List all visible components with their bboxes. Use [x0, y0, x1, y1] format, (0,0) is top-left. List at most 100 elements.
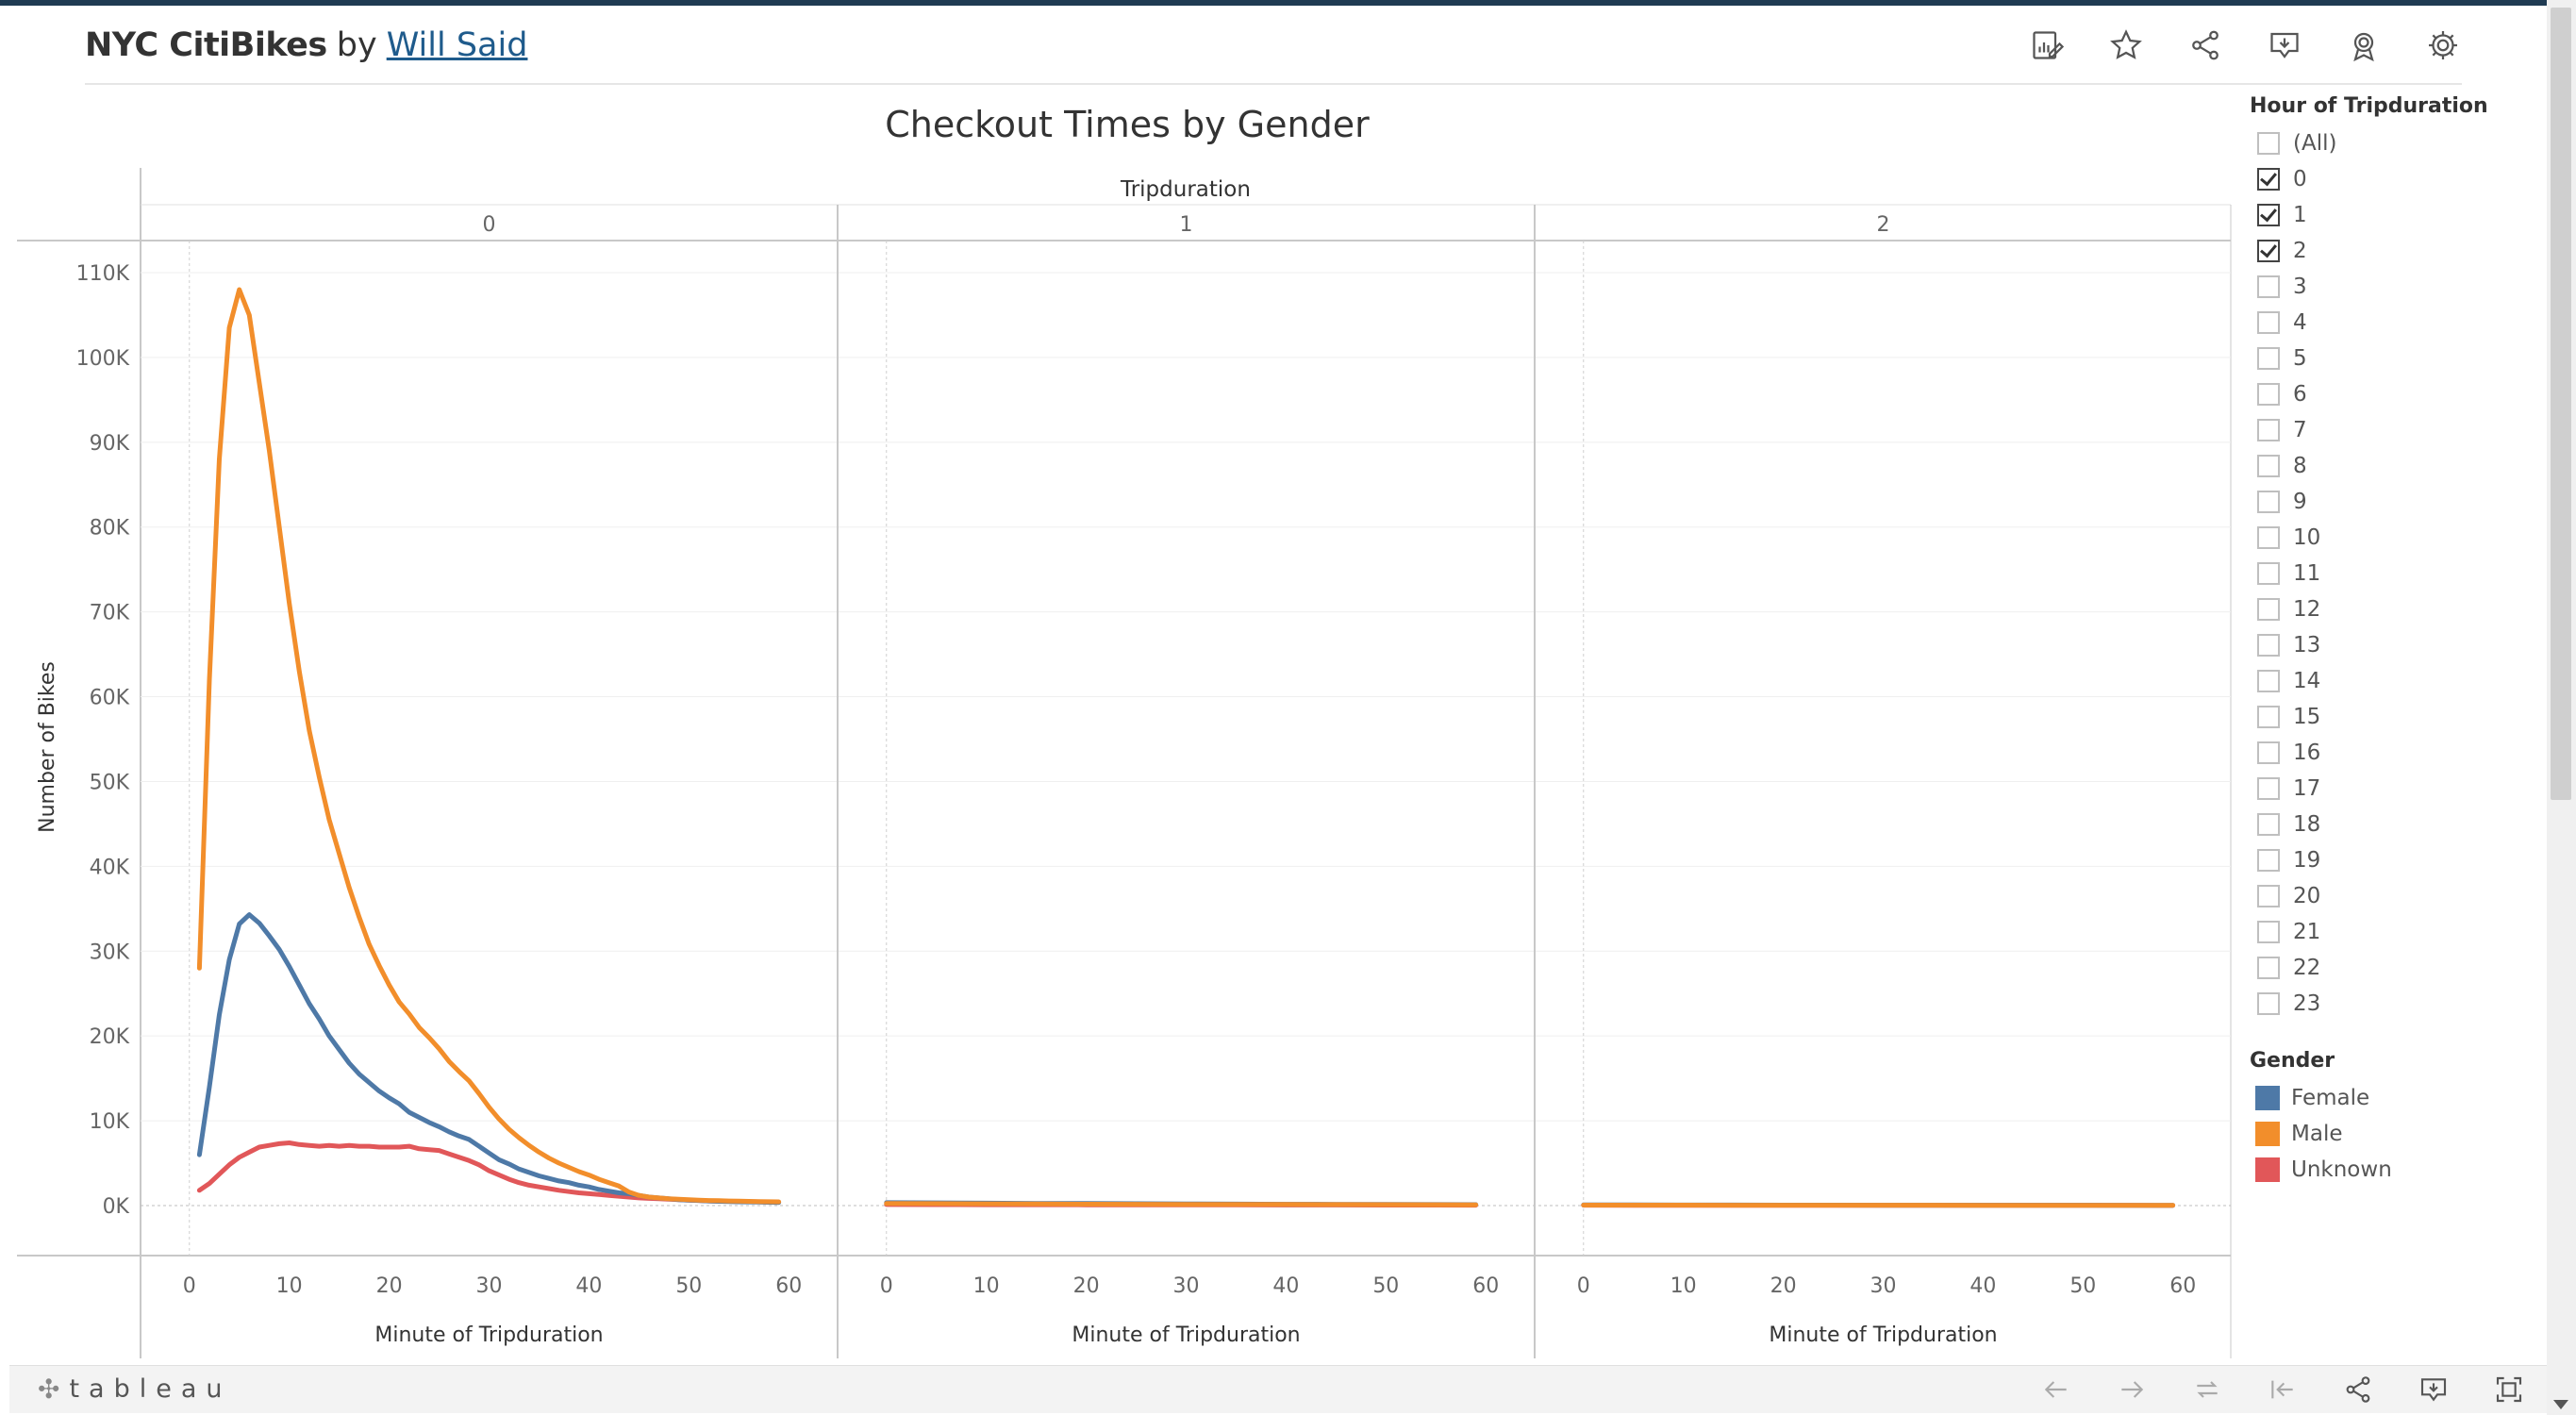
filter-option-label: 3: [2293, 275, 2307, 299]
filter-checkbox[interactable]: [2257, 204, 2280, 226]
replay-icon[interactable]: [2188, 1372, 2226, 1407]
filter-option[interactable]: 10: [2250, 520, 2533, 556]
filter-checkbox[interactable]: [2257, 957, 2280, 979]
filter-option[interactable]: 13: [2250, 627, 2533, 663]
x-tick-label: 60: [2169, 1274, 2196, 1298]
filter-checkbox[interactable]: [2257, 741, 2280, 764]
star-icon[interactable]: [2107, 26, 2145, 64]
filter-option[interactable]: 3: [2250, 269, 2533, 305]
filter-checkbox[interactable]: [2257, 240, 2280, 262]
share-icon[interactable]: [2339, 1372, 2377, 1407]
scroll-down-arrow[interactable]: [2553, 1400, 2568, 1409]
filter-option-label: 6: [2293, 382, 2307, 407]
filter-checkbox[interactable]: [2257, 419, 2280, 441]
x-tick-label: 40: [1272, 1274, 1299, 1298]
filter-option[interactable]: 6: [2250, 376, 2533, 412]
filter-option[interactable]: 2: [2250, 233, 2533, 269]
y-tick-label: 50K: [90, 771, 130, 794]
filter-checkbox[interactable]: [2257, 347, 2280, 370]
panel-header: 0: [483, 213, 496, 237]
workbook-name: NYC CitiBikes: [85, 26, 327, 64]
download-icon[interactable]: [2415, 1372, 2452, 1407]
legend-item[interactable]: Female: [2250, 1080, 2533, 1116]
filter-option[interactable]: 7: [2250, 412, 2533, 448]
filter-checkbox[interactable]: [2257, 455, 2280, 477]
edit-icon[interactable]: [2028, 26, 2066, 64]
filter-option[interactable]: 12: [2250, 591, 2533, 627]
legend-label: Unknown: [2291, 1157, 2392, 1182]
share-icon[interactable]: [2186, 26, 2224, 64]
filter-checkbox[interactable]: [2257, 634, 2280, 657]
filter-checkbox[interactable]: [2257, 311, 2280, 334]
filter-option-label: 17: [2293, 776, 2321, 801]
filter-option[interactable]: 17: [2250, 771, 2533, 807]
series-line-female: [196, 912, 782, 1206]
legend-swatch: [2255, 1157, 2280, 1182]
x-tick-label: 60: [775, 1274, 802, 1298]
filter-checkbox[interactable]: [2257, 813, 2280, 836]
x-tick-label: 30: [1870, 1274, 1897, 1298]
filter-option[interactable]: 20: [2250, 878, 2533, 914]
filter-option[interactable]: 22: [2250, 950, 2533, 986]
filter-option[interactable]: 1: [2250, 197, 2533, 233]
y-tick-label: 20K: [90, 1025, 130, 1049]
filter-checkbox[interactable]: [2257, 777, 2280, 800]
y-tick-label: 70K: [90, 602, 130, 625]
filter-checkbox[interactable]: [2257, 885, 2280, 907]
badge-icon[interactable]: [2345, 26, 2383, 64]
filter-checkbox[interactable]: [2257, 491, 2280, 513]
undo-icon[interactable]: [2037, 1372, 2075, 1407]
filter-checkbox[interactable]: [2257, 992, 2280, 1015]
header-toolbar: [2028, 17, 2462, 74]
filter-option[interactable]: 23: [2250, 986, 2533, 1022]
chart-frame: Tripduration Number of Bikes: [17, 168, 2232, 1358]
panel-header: 2: [1877, 213, 1890, 237]
y-tick-label: 0K: [103, 1195, 130, 1219]
tableau-logo[interactable]: ✣ tableau: [38, 1373, 232, 1405]
legend-title: Gender: [2250, 1049, 2335, 1073]
filter-option-label: 14: [2293, 669, 2321, 693]
filter-option[interactable]: 11: [2250, 556, 2533, 591]
gear-icon[interactable]: [2424, 26, 2462, 64]
filter-checkbox[interactable]: [2257, 849, 2280, 872]
filter-option[interactable]: 19: [2250, 842, 2533, 878]
filter-checkbox[interactable]: [2257, 670, 2280, 692]
revert-icon[interactable]: [2264, 1372, 2302, 1407]
scroll-thumb[interactable]: [2551, 8, 2571, 800]
filter-checkbox[interactable]: [2257, 132, 2280, 155]
filter-checkbox[interactable]: [2257, 562, 2280, 585]
filter-option[interactable]: 21: [2250, 914, 2533, 950]
legend-item[interactable]: Male: [2250, 1116, 2533, 1152]
redo-icon[interactable]: [2113, 1372, 2151, 1407]
page-scrollbar[interactable]: [2547, 0, 2576, 1415]
filter-checkbox[interactable]: [2257, 706, 2280, 728]
filter-option[interactable]: 0: [2250, 161, 2533, 197]
filter-option[interactable]: 16: [2250, 735, 2533, 771]
chart-title: Checkout Times by Gender: [885, 104, 1370, 145]
filter-checkbox[interactable]: [2257, 168, 2280, 191]
y-tick-label: 90K: [90, 432, 130, 456]
x-tick-label: 30: [1173, 1274, 1200, 1298]
filter-option[interactable]: 5: [2250, 341, 2533, 376]
filter-option[interactable]: 15: [2250, 699, 2533, 735]
filter-option[interactable]: 14: [2250, 663, 2533, 699]
filter-checkbox[interactable]: [2257, 526, 2280, 549]
y-axis-title: Number of Bikes: [36, 661, 59, 833]
filter-option[interactable]: 8: [2250, 448, 2533, 484]
fullscreen-icon[interactable]: [2490, 1372, 2528, 1407]
author-link[interactable]: Will Said: [386, 26, 528, 64]
x-axis-title: Minute of Tripduration: [374, 1323, 603, 1347]
filter-option[interactable]: 18: [2250, 807, 2533, 842]
legend-item[interactable]: Unknown: [2250, 1152, 2533, 1188]
filter-option-label: 16: [2293, 741, 2321, 765]
filter-checkbox[interactable]: [2257, 921, 2280, 943]
download-icon[interactable]: [2266, 26, 2303, 64]
filter-option-label: (All): [2293, 131, 2337, 156]
filter-option-label: 20: [2293, 884, 2321, 908]
filter-checkbox[interactable]: [2257, 275, 2280, 298]
filter-option[interactable]: 4: [2250, 305, 2533, 341]
filter-option[interactable]: 9: [2250, 484, 2533, 520]
filter-option[interactable]: (All): [2250, 125, 2533, 161]
filter-checkbox[interactable]: [2257, 598, 2280, 621]
filter-checkbox[interactable]: [2257, 383, 2280, 406]
